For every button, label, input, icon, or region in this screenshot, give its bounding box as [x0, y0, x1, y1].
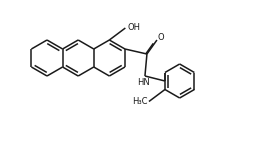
Text: OH: OH	[127, 24, 140, 32]
Text: H₃C: H₃C	[132, 97, 148, 106]
Text: O: O	[158, 34, 164, 42]
Text: HN: HN	[138, 78, 150, 87]
